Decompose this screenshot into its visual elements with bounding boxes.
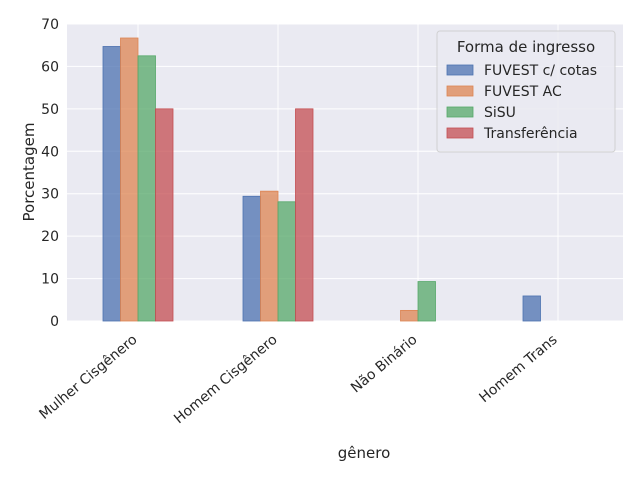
y-axis-title: Porcentagem [20,123,38,222]
bar-0-2 [137,55,156,322]
bar-0-3 [155,108,174,322]
legend-label: SiSU [484,105,516,121]
legend-swatch [446,106,474,118]
x-tick-label: Homem Cisgênero [171,332,280,427]
x-tick-label: Não Binário [348,332,421,396]
legend-label: FUVEST c/ cotas [484,63,597,79]
legend-swatch [446,64,474,76]
bar-3-0 [522,295,541,322]
legend: Forma de ingresso FUVEST c/ cotas FUVEST … [436,30,616,153]
legend-box [436,30,616,153]
legend-title: Forma de ingresso [457,38,595,56]
bar-0-0 [102,46,121,322]
bar-2-1 [400,309,419,322]
y-tick-label: 0 [50,314,59,330]
y-tick-label: 50 [41,102,59,118]
y-tick-label: 70 [41,17,59,33]
y-tick-label: 40 [41,144,59,160]
y-tick-label: 10 [41,272,59,288]
x-tick-label: Mulher Cisgênero [36,332,140,423]
legend-swatch [446,127,474,139]
bar-1-2 [277,201,296,322]
y-tick-label: 30 [41,187,59,203]
legend-swatch [446,85,474,97]
x-axis-title: gênero [338,444,391,462]
bar-0-1 [120,37,139,322]
legend-label: FUVEST AC [484,84,562,100]
bar-1-0 [242,195,261,322]
y-tick-label: 20 [41,229,59,245]
bar-2-2 [417,281,436,322]
bar-1-1 [260,190,279,322]
bar-1-3 [295,108,314,322]
x-tick-label: Homem Trans [476,332,560,406]
legend-label: Transferência [483,126,578,142]
y-tick-label: 60 [41,59,59,75]
